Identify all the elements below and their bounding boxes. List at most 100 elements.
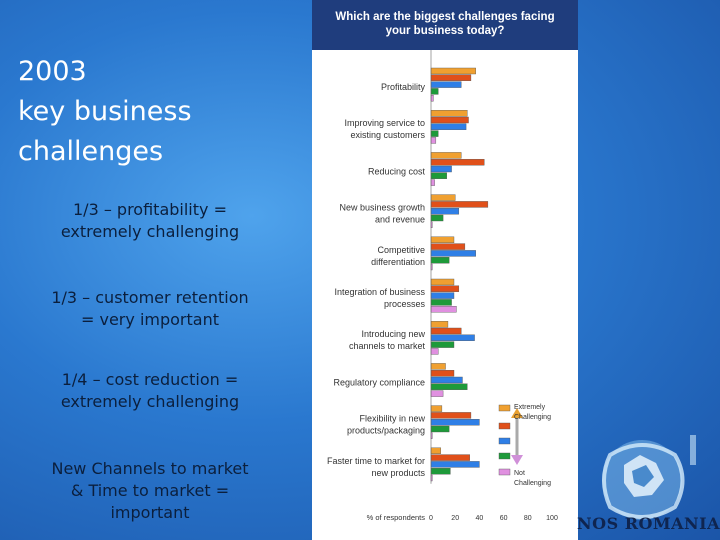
x-tick-label: 100: [546, 515, 558, 522]
bar: [430, 348, 439, 355]
category-label: Regulatory compliance: [333, 377, 425, 387]
legend-swatch: [498, 422, 511, 430]
bar: [430, 207, 460, 215]
bar: [430, 116, 469, 124]
legend-arrow-down-icon: [511, 455, 523, 465]
bullet-line: extremely challenging: [60, 222, 240, 241]
legend-swatch: [498, 452, 511, 460]
bar: [430, 109, 468, 117]
category-label: New business growth: [339, 203, 425, 213]
bar-chart: Profitability Improving service to existin…: [327, 50, 558, 522]
bar: [430, 158, 485, 166]
bullet-line: New Channels to market: [51, 459, 249, 478]
x-tick-label: 80: [524, 515, 532, 522]
bar: [430, 327, 462, 335]
bar: [430, 88, 439, 95]
x-axis-label: % of respondents: [367, 513, 426, 522]
bar: [430, 250, 476, 257]
x-tick-label: 60: [500, 515, 508, 522]
legend-label-extremely-challenging: Challenging: [514, 414, 551, 421]
bar: [430, 370, 455, 377]
bar: [430, 137, 437, 144]
legend-label-not-challenging: Not: [514, 470, 525, 477]
bar: [430, 299, 452, 306]
category-label: Competitive: [377, 245, 425, 255]
bar: [430, 165, 452, 173]
legend-label-not-challenging: Challenging: [514, 480, 551, 487]
category-label: products/packaging: [347, 426, 425, 436]
bar: [430, 341, 455, 348]
bar: [430, 81, 462, 88]
category-label: existing customers: [350, 130, 425, 140]
bar: [430, 390, 444, 397]
bullet-line: 1/4 – cost reduction =: [61, 370, 239, 389]
x-tick-label: 40: [476, 515, 484, 522]
slide-title-line: 2003: [18, 56, 87, 87]
chart-panel: Profitability Improving service to existin…: [312, 0, 578, 540]
bullet-line: extremely challenging: [60, 392, 240, 411]
bar: [430, 285, 460, 292]
category-label: Reducing cost: [368, 166, 426, 176]
bar: [430, 194, 456, 201]
bar: [430, 94, 434, 102]
chart-header: Which are the biggest challenges facing …: [312, 0, 578, 50]
bar: [430, 67, 476, 75]
slide-title: 2003 key business challenges: [18, 52, 298, 172]
x-tick-label: 0: [429, 515, 433, 522]
bar: [430, 376, 463, 384]
bar: [430, 321, 449, 328]
bar: [430, 152, 462, 159]
bar: [430, 454, 470, 461]
bar: [430, 468, 451, 475]
bar: [430, 306, 457, 313]
category-label: new products: [371, 468, 425, 478]
category-label: Faster time to market for: [327, 456, 425, 466]
category-label: and revenue: [375, 215, 425, 225]
slide-title-line: challenges: [18, 136, 164, 167]
category-label: Flexibility in new: [359, 414, 425, 424]
x-tick-label: 20: [451, 515, 459, 522]
bullet-cost-reduction: 1/4 – cost reduction = extremely challen…: [18, 369, 282, 413]
bar: [430, 461, 480, 468]
bullet-customer-retention: 1/3 – customer retention = very importan…: [18, 287, 282, 331]
bar: [430, 334, 475, 341]
legend-arrow-up-icon: [511, 408, 523, 418]
bar: [430, 292, 455, 299]
bullet-line: = very important: [81, 310, 219, 329]
bar: [430, 236, 455, 244]
category-label: processes: [384, 299, 426, 309]
bar: [430, 123, 467, 131]
chart-title-line: Which are the biggest challenges facing: [335, 11, 555, 23]
legend-swatch: [498, 437, 511, 445]
bullet-line: important: [110, 503, 190, 522]
slide-title-line: key business: [18, 96, 192, 127]
category-label: Introducing new: [361, 329, 425, 339]
bullet-line: 1/3 – customer retention: [51, 288, 249, 307]
bar: [430, 363, 446, 370]
bullet-line: & Time to market =: [70, 481, 230, 500]
legend-swatch: [498, 404, 511, 412]
bar: [430, 425, 450, 433]
bar: [430, 201, 489, 208]
legend-swatch: [498, 468, 511, 476]
bar: [430, 278, 455, 286]
bar: [430, 419, 480, 426]
bar: [430, 447, 441, 454]
bar: [430, 412, 472, 419]
bar: [430, 179, 435, 186]
category-label: Improving service to: [344, 118, 425, 128]
bar: [430, 405, 443, 412]
legend-label-extremely-challenging: Extremely: [514, 404, 546, 411]
bar: [430, 130, 439, 137]
bullet-profitability: 1/3 – profitability = extremely challeng…: [18, 199, 282, 243]
category-label: Profitability: [381, 82, 426, 92]
category-label: Integration of business: [334, 287, 425, 297]
bar: [430, 172, 447, 180]
category-label: differentiation: [371, 257, 425, 267]
bar: [430, 243, 466, 250]
bar: [430, 214, 444, 222]
bar: [430, 74, 472, 82]
bar: [430, 383, 468, 390]
bar: [430, 257, 450, 264]
globe-logo-icon: [602, 435, 696, 520]
